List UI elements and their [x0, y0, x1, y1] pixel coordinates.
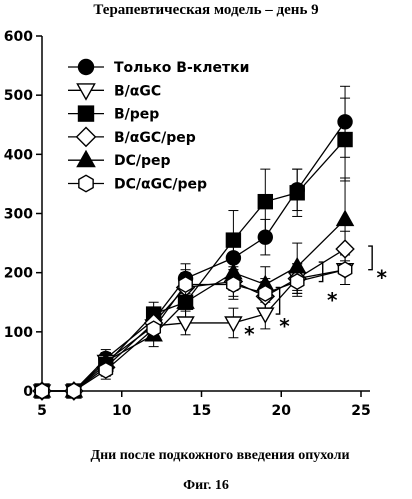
significance-bracket	[275, 286, 281, 315]
significance-asterisk: *	[327, 288, 338, 312]
series-4-point	[287, 256, 307, 274]
x-tick-label: 20	[272, 403, 292, 419]
y-tick-label: 400	[4, 147, 33, 163]
legend-label: B/αGC	[114, 83, 161, 99]
series-2-point	[225, 232, 242, 248]
series-3-point	[335, 239, 355, 259]
figure-caption: Фиг. 16	[183, 478, 229, 493]
series-0-point	[257, 229, 273, 245]
legend-marker	[76, 83, 96, 101]
chart-title: Терапевтическая модель – день 9	[93, 2, 319, 18]
series-5-point	[146, 320, 162, 338]
y-tick-label: 100	[4, 325, 33, 341]
y-tick-label: 0	[23, 384, 33, 400]
legend-marker	[77, 105, 95, 122]
significance-bracket	[318, 261, 324, 283]
x-axis-label: Дни после подкожного введения опухоли	[90, 448, 350, 463]
series-4-point	[335, 209, 355, 227]
series-5-point	[289, 273, 305, 291]
series-2-point	[337, 131, 353, 148]
significance-asterisk: *	[377, 266, 388, 290]
legend-marker	[75, 126, 97, 148]
series-5-point	[257, 284, 273, 302]
series-5-point	[226, 275, 241, 294]
legend-marker	[76, 149, 96, 168]
legend-label: DC/pep	[114, 153, 171, 169]
series-0-point	[337, 114, 353, 130]
legend-marker	[78, 174, 94, 193]
series-5-point	[34, 382, 50, 400]
y-tick-label: 300	[4, 207, 33, 223]
significance-asterisk: *	[244, 322, 255, 346]
y-tick-label: 200	[4, 266, 33, 282]
series-1-point	[256, 307, 275, 324]
series-2-point	[289, 185, 305, 201]
significance-bracket	[368, 245, 373, 271]
series-4-point	[176, 292, 195, 309]
y-tick-label: 600	[4, 29, 33, 45]
series-5-point	[178, 275, 193, 294]
series-0-point	[225, 250, 242, 266]
x-tick-label: 15	[192, 403, 211, 419]
y-tick-label: 500	[4, 88, 33, 104]
legend-marker	[77, 58, 95, 76]
x-tick-label: 10	[112, 403, 132, 419]
series-5-point	[66, 382, 82, 400]
x-tick-label: 25	[351, 403, 370, 419]
series-1-point	[176, 316, 195, 333]
series-5-point	[337, 261, 353, 279]
x-tick-label: 5	[37, 403, 47, 419]
series-4-line	[42, 218, 346, 392]
legend-label: B/αGC/pep	[114, 130, 196, 146]
series-5-point	[98, 361, 114, 379]
legend-label: DC/αGC/pep	[114, 177, 207, 193]
series-1-point	[224, 316, 243, 333]
legend-label: Только B-клетки	[114, 60, 249, 76]
significance-asterisk: *	[279, 314, 290, 338]
legend-label: B/pep	[114, 107, 159, 123]
series-2-point	[257, 193, 273, 210]
